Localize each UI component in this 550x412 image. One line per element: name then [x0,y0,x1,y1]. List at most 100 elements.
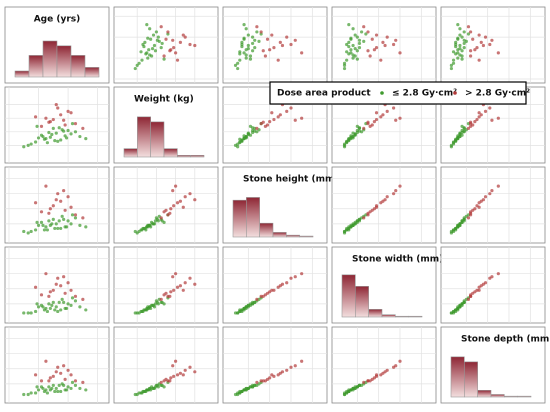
point [477,58,481,62]
point [253,129,257,133]
point [469,30,473,34]
point [139,309,143,314]
point [357,38,362,42]
point [193,43,197,48]
point [51,126,55,130]
point [29,391,33,395]
point [172,46,176,50]
point [280,370,285,374]
point [357,41,362,46]
point [261,294,265,298]
point [62,189,66,193]
point [385,35,389,39]
point [268,120,272,124]
point [33,201,38,205]
point [276,373,280,377]
point [147,48,151,52]
point [60,297,64,301]
point [41,134,45,139]
point [54,370,58,374]
point [73,294,78,298]
point [268,48,272,52]
point [142,308,146,312]
point [66,128,70,133]
point [351,27,355,31]
point [466,126,471,130]
point [466,216,471,220]
point [289,276,293,280]
point [379,373,383,377]
histogram-bar [14,70,30,78]
point [62,300,66,304]
point [251,383,255,387]
point [300,51,304,55]
point [57,383,61,387]
point [172,374,176,378]
point [460,57,464,61]
point [293,275,297,279]
point [398,359,402,363]
point [73,213,78,217]
point [172,288,176,292]
point [479,40,483,44]
legend-label: ≤ 2.8 Gy·cm² [392,89,457,99]
point [51,288,55,292]
point [477,111,481,115]
point [39,124,44,128]
point [368,54,372,58]
point [178,284,182,288]
point [462,46,466,50]
point [35,385,39,389]
point [366,30,370,34]
point [477,33,481,37]
point [139,50,143,54]
histogram-bar [299,235,314,238]
variable-label: Age (yrs) [34,15,81,25]
variable-label: Stone height (mm) [243,175,338,185]
point [488,106,492,110]
histogram-bar [286,234,300,238]
point [236,392,240,397]
point [496,272,500,276]
point [51,217,55,221]
point [456,36,460,40]
point [39,379,44,383]
legend-marker [453,91,457,95]
point [133,66,137,71]
point [349,136,353,140]
point [357,129,362,133]
point [164,208,168,212]
point [490,118,494,122]
point [29,311,33,315]
point [44,272,48,276]
point [456,225,460,229]
point [392,192,396,196]
point [45,309,50,314]
point [26,392,30,397]
point [490,275,494,279]
point [150,47,155,51]
point [78,305,82,309]
point [51,204,55,208]
point [175,201,180,205]
point [238,50,242,54]
point [159,25,163,29]
histogram-bar [137,116,151,158]
point [178,199,182,203]
point [50,222,54,226]
point [255,380,259,384]
point [451,61,456,65]
point [26,143,30,147]
point [466,297,471,301]
point [73,383,78,387]
point [45,141,50,145]
point [383,370,387,374]
point [54,282,58,286]
point [54,386,58,391]
point [166,30,170,34]
point [475,46,479,50]
point [47,130,51,135]
point [255,30,259,34]
point [70,122,75,126]
point [248,57,253,61]
